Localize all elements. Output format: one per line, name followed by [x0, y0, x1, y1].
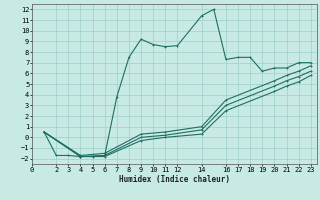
X-axis label: Humidex (Indice chaleur): Humidex (Indice chaleur) [119, 175, 230, 184]
